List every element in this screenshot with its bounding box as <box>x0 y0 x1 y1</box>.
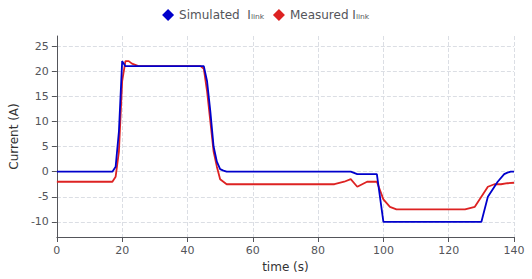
svg-text:20: 20 <box>115 244 129 257</box>
svg-text:140: 140 <box>504 244 525 257</box>
svg-text:Simulated Iₗᵢₙₖ: Simulated Iₗᵢₙₖ <box>179 8 265 22</box>
svg-text:0: 0 <box>42 165 49 178</box>
svg-text:Current (A): Current (A) <box>7 103 21 169</box>
svg-text:Measured Iₗᵢₙₖ: Measured Iₗᵢₙₖ <box>290 8 370 22</box>
svg-text:25: 25 <box>35 40 49 53</box>
svg-text:60: 60 <box>246 244 260 257</box>
svg-text:-10: -10 <box>31 215 49 228</box>
svg-text:15: 15 <box>35 90 49 103</box>
svg-text:20: 20 <box>35 65 49 78</box>
svg-text:80: 80 <box>311 244 325 257</box>
svg-text:10: 10 <box>35 115 49 128</box>
svg-text:5: 5 <box>42 140 49 153</box>
svg-text:40: 40 <box>180 244 194 257</box>
svg-text:120: 120 <box>438 244 459 257</box>
svg-text:0: 0 <box>53 244 60 257</box>
svg-text:time (s): time (s) <box>262 260 309 274</box>
svg-text:100: 100 <box>373 244 394 257</box>
svg-text:-5: -5 <box>38 190 49 203</box>
